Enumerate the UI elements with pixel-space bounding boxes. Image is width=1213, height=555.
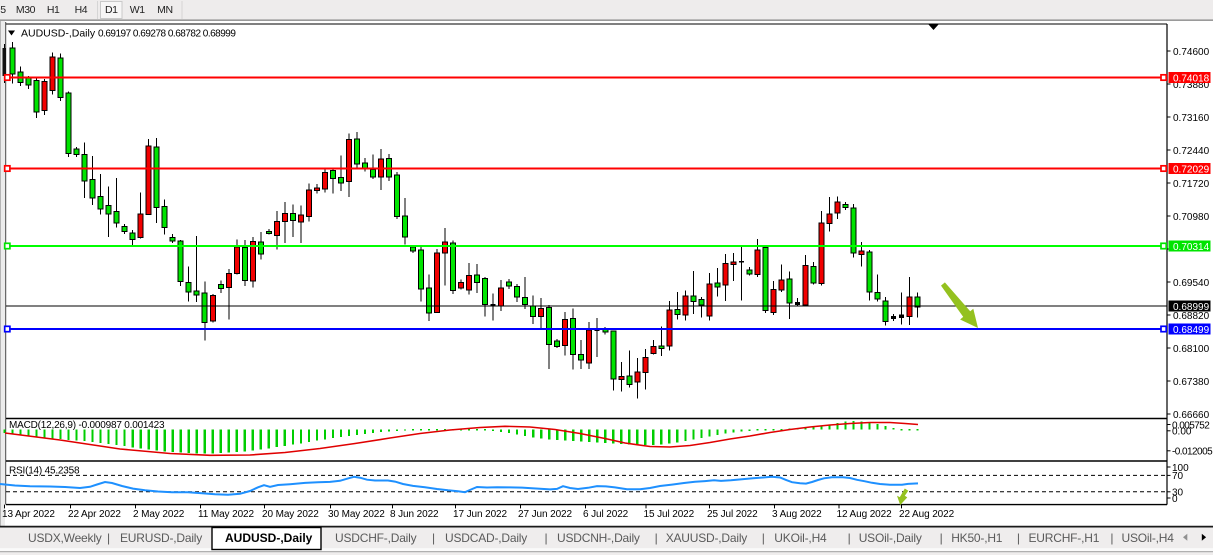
svg-text:30: 30 (1172, 488, 1184, 499)
svg-text:15 Jul 2022: 15 Jul 2022 (644, 509, 695, 520)
svg-text:H4: H4 (75, 4, 88, 16)
svg-text:EURUSD-,Daily: EURUSD-,Daily (120, 531, 202, 545)
svg-text:|: | (762, 531, 765, 545)
svg-text:0.68499: 0.68499 (1173, 325, 1210, 336)
svg-text:AUDUSD-,Daily: AUDUSD-,Daily (225, 531, 313, 545)
svg-text:|: | (655, 531, 658, 545)
svg-text:|: | (545, 531, 548, 545)
svg-text:8 Jun 2022: 8 Jun 2022 (390, 509, 439, 520)
svg-text:0.74600: 0.74600 (1173, 47, 1210, 58)
svg-text:W1: W1 (130, 4, 146, 16)
svg-text:|: | (1110, 531, 1113, 545)
svg-text:|: | (1017, 531, 1020, 545)
svg-text:0.66660: 0.66660 (1173, 410, 1210, 421)
svg-text:HK50-,H1: HK50-,H1 (951, 531, 1003, 545)
svg-text:UKOil-,H4: UKOil-,H4 (774, 531, 827, 545)
svg-text:0.72029: 0.72029 (1173, 164, 1210, 175)
svg-text:0.73880: 0.73880 (1173, 80, 1210, 91)
svg-text:USOil-,Daily: USOil-,Daily (859, 531, 922, 545)
svg-text:0.67380: 0.67380 (1173, 377, 1210, 388)
svg-text:0.69197 0.69278 0.68782 0.6899: 0.69197 0.69278 0.68782 0.68999 (98, 29, 236, 40)
svg-text:27 Jun 2022: 27 Jun 2022 (518, 509, 572, 520)
svg-text:3 Aug 2022: 3 Aug 2022 (772, 509, 822, 520)
svg-text:RSI(14) 45.2358: RSI(14) 45.2358 (9, 466, 80, 477)
svg-text:22 Apr 2022: 22 Apr 2022 (68, 509, 121, 520)
svg-text:25 Jul 2022: 25 Jul 2022 (707, 509, 758, 520)
svg-text:6 Jul 2022: 6 Jul 2022 (583, 509, 629, 520)
svg-text:2 May 2022: 2 May 2022 (133, 509, 185, 520)
svg-text:0.68820: 0.68820 (1173, 311, 1210, 322)
svg-text:70: 70 (1172, 471, 1184, 482)
svg-text:USDCHF-,Daily: USDCHF-,Daily (335, 531, 417, 545)
svg-text:22 Aug 2022: 22 Aug 2022 (899, 509, 955, 520)
svg-text:XAUUSD-,Daily: XAUUSD-,Daily (666, 531, 748, 545)
svg-text:H1: H1 (47, 4, 60, 16)
svg-text:0.72440: 0.72440 (1173, 146, 1210, 157)
svg-text:0.73160: 0.73160 (1173, 113, 1210, 124)
svg-text:USDX,Weekly: USDX,Weekly (28, 531, 102, 545)
svg-text:|: | (940, 531, 943, 545)
svg-text:13 Apr 2022: 13 Apr 2022 (2, 509, 55, 520)
svg-text:0.00: 0.00 (1172, 427, 1192, 438)
svg-text:AUDUSD-,Daily: AUDUSD-,Daily (21, 28, 96, 40)
svg-text:0.70314: 0.70314 (1173, 242, 1210, 253)
svg-text:0: 0 (1172, 494, 1178, 505)
svg-text:0.005752: 0.005752 (1172, 420, 1210, 431)
svg-text:5: 5 (0, 4, 6, 16)
svg-text:11 May 2022: 11 May 2022 (198, 509, 255, 520)
svg-text:0.70980: 0.70980 (1173, 212, 1210, 223)
svg-text:12 Aug 2022: 12 Aug 2022 (837, 509, 893, 520)
svg-text:|: | (432, 531, 435, 545)
svg-text:20 May 2022: 20 May 2022 (262, 509, 319, 520)
svg-text:100: 100 (1172, 463, 1189, 474)
svg-text:D1: D1 (105, 4, 118, 16)
svg-text:USDCAD-,Daily: USDCAD-,Daily (445, 531, 527, 545)
svg-text:USDCNH-,Daily: USDCNH-,Daily (557, 531, 640, 545)
svg-text:0.68999: 0.68999 (1173, 302, 1210, 313)
svg-text:30 May 2022: 30 May 2022 (328, 509, 385, 520)
svg-text:M30: M30 (16, 4, 36, 16)
svg-text:MACD(12,26,9) -0.000987 0.0014: MACD(12,26,9) -0.000987 0.001423 (9, 420, 165, 431)
svg-text:17 Jun 2022: 17 Jun 2022 (453, 509, 507, 520)
svg-text:MN: MN (157, 4, 173, 16)
svg-text:-0.012005: -0.012005 (1172, 447, 1213, 458)
svg-text:|: | (107, 531, 110, 545)
svg-text:|: | (848, 531, 851, 545)
svg-text:EURCHF-,H1: EURCHF-,H1 (1029, 531, 1100, 545)
svg-text:0.69540: 0.69540 (1173, 278, 1210, 289)
svg-text:0.68100: 0.68100 (1173, 344, 1210, 355)
svg-text:USOil-,H4: USOil-,H4 (1122, 531, 1175, 545)
svg-text:0.74018: 0.74018 (1173, 73, 1210, 84)
svg-text:0.71720: 0.71720 (1173, 179, 1210, 190)
